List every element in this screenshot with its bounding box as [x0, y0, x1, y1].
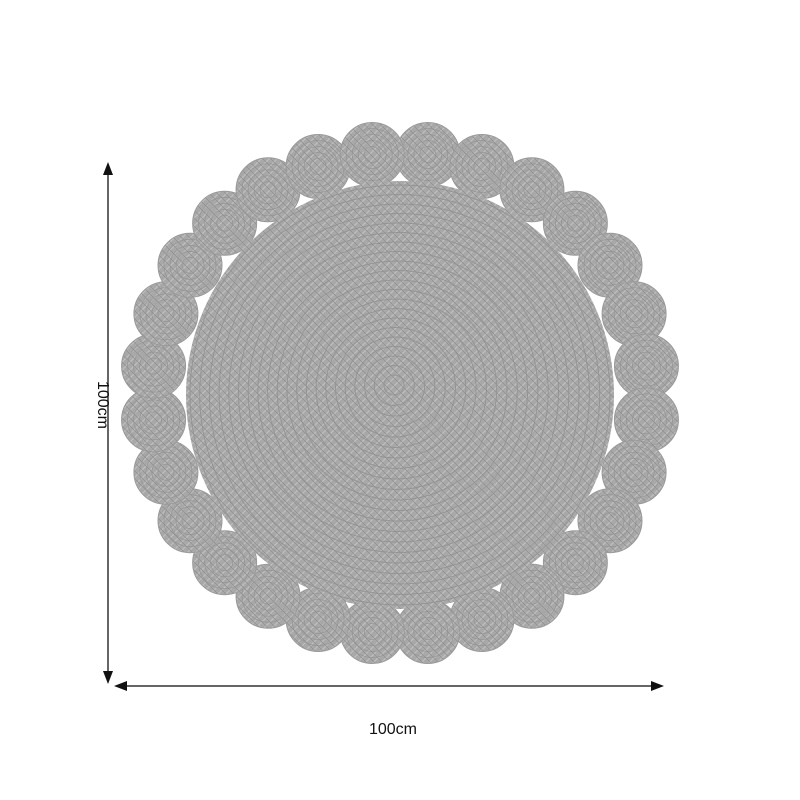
- scallop-circle: [499, 157, 565, 223]
- height-label: 100cm: [94, 380, 111, 430]
- scallop-border: [121, 122, 679, 664]
- scallop-circle: [235, 563, 301, 629]
- scallop-circle: [285, 133, 351, 199]
- scallop-circle: [339, 598, 405, 664]
- spiral-ring: [344, 336, 446, 438]
- spiral-ring: [296, 289, 498, 490]
- spiral-ring: [276, 270, 518, 511]
- spiral-ring: [364, 355, 426, 417]
- scallop-circle: [577, 232, 643, 298]
- spiral-ring: [383, 374, 405, 396]
- spiral-ring: [315, 308, 477, 469]
- spiral-ring: [305, 298, 487, 480]
- spiral-ring: [267, 260, 529, 522]
- spiral-ring: [247, 241, 549, 543]
- scallop-circle: [601, 439, 667, 505]
- scallop-circle: [339, 122, 405, 188]
- spiral-ring: [189, 184, 611, 606]
- spiral-ring: [218, 213, 580, 574]
- spiral-ring: [286, 279, 508, 501]
- spiral-ring: [354, 346, 436, 427]
- width-label: 100cm: [368, 721, 418, 738]
- spiral-ring: [238, 232, 559, 553]
- width-arrow: [114, 681, 664, 691]
- spiral-ring: [325, 317, 467, 459]
- scallop-circle: [395, 598, 461, 664]
- rug-center: [186, 181, 614, 609]
- spiral-ring: [228, 222, 570, 564]
- spiral-ring: [335, 327, 456, 448]
- scallop-circle: [613, 333, 679, 399]
- spiral-ring: [199, 194, 601, 595]
- scallop-circle: [192, 190, 258, 256]
- scallop-circle: [542, 530, 608, 596]
- scallop-circle: [235, 157, 301, 223]
- rug-spiral: [189, 184, 611, 606]
- spiral-ring: [257, 251, 539, 532]
- scallop-circle: [395, 122, 461, 188]
- height-arrow: [103, 162, 113, 684]
- spiral-ring: [373, 365, 415, 406]
- spiral-ring: [208, 203, 590, 585]
